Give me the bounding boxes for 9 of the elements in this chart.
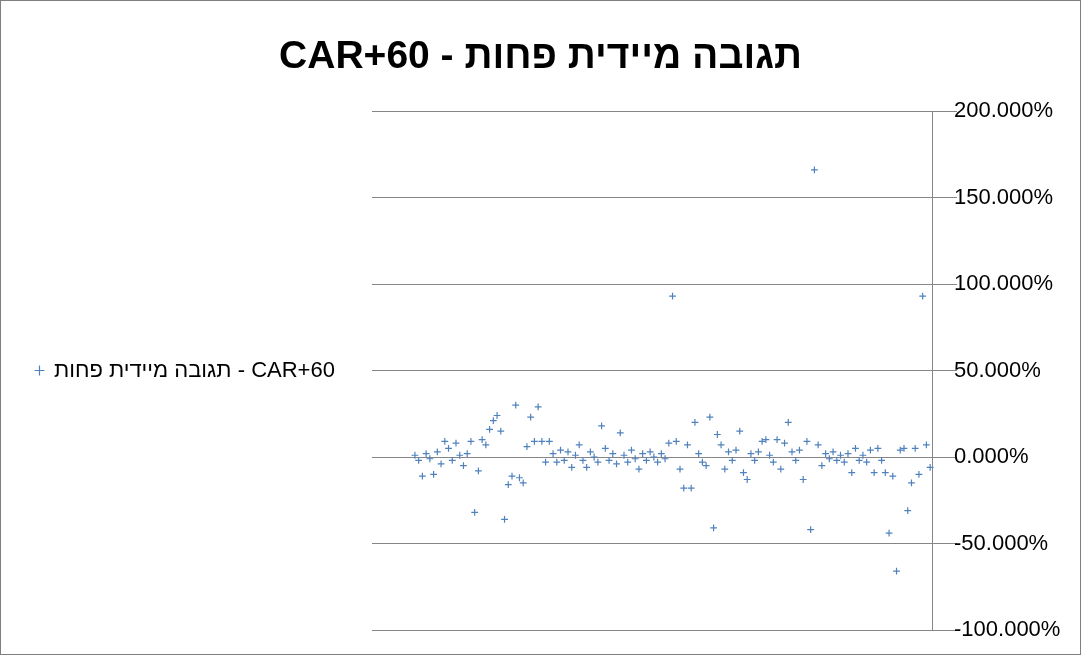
- y-tick-label: 50.000%: [954, 356, 1041, 382]
- y-tick-label: -100.000%: [954, 616, 1061, 642]
- y-tick-label: 150.000%: [954, 183, 1054, 209]
- legend-label: תגובה מיידית פחות - CAR+60: [54, 356, 335, 382]
- y-tick-label: 0.000%: [954, 443, 1029, 469]
- y-tick-label: 100.000%: [954, 270, 1054, 296]
- y-tick-label: -50.000%: [954, 529, 1049, 555]
- y-tick-label: 200.000%: [954, 97, 1054, 123]
- chart-title: תגובה מיידית פחות - CAR+60: [278, 32, 803, 78]
